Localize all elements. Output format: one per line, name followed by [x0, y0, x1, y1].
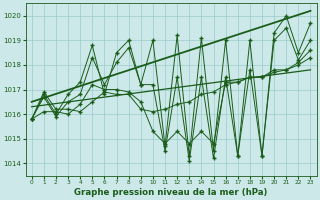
X-axis label: Graphe pression niveau de la mer (hPa): Graphe pression niveau de la mer (hPa) — [74, 188, 268, 197]
